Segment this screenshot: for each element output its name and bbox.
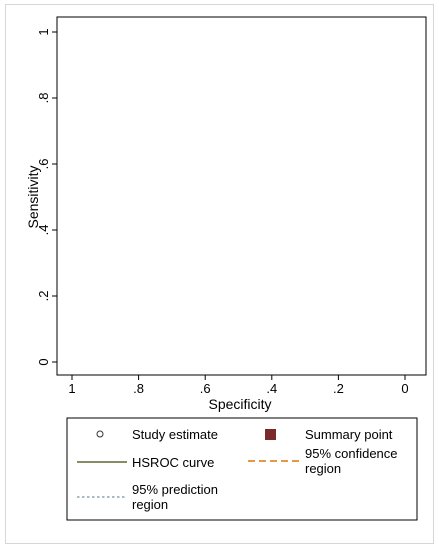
x-tick-label: 1 [68, 381, 75, 396]
x-tick-label: .4 [266, 381, 277, 396]
legend-study-symbol [96, 430, 104, 438]
y-axis-title: Sensitivity [25, 165, 41, 228]
legend-prediction-label: 95% prediction region [132, 482, 218, 512]
plot-frame [56, 16, 427, 376]
x-tick-label: .8 [133, 381, 144, 396]
y-tick-label: 1 [36, 28, 51, 35]
x-tick-label: .2 [333, 381, 344, 396]
legend-summary-label: Summary point [305, 427, 393, 442]
y-tick-label: .6 [36, 159, 51, 170]
legend-box [66, 417, 418, 521]
legend-study-label: Study estimate [132, 427, 218, 442]
legend-summary-symbol [265, 429, 276, 440]
y-tick-label: 0 [36, 358, 51, 365]
y-tick-label: .4 [36, 225, 51, 236]
axes: 1 .8 .6 .4 .2 0 0 .2 .4 .6 .8 1 Specificity Sensitivi… [25, 16, 427, 412]
x-axis-title: Specificity [208, 396, 271, 412]
legend-hsroc-label: HSROC curve [132, 455, 214, 470]
legend-confidence-label: 95% confidence region [305, 446, 398, 476]
x-tick-label: 0 [401, 381, 408, 396]
x-tick-label: .6 [200, 381, 211, 396]
y-tick-label: .8 [36, 93, 51, 104]
legend: Study estimate Summary point HSROC curve 95… [66, 417, 418, 521]
y-tick-label: .2 [36, 291, 51, 302]
